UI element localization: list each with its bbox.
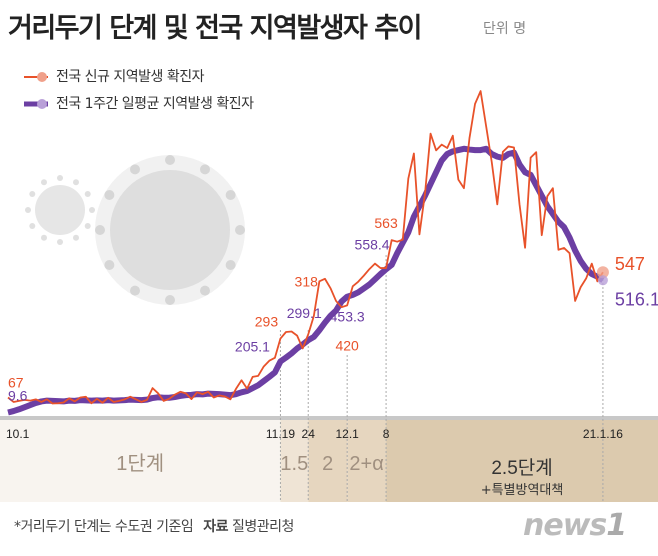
- x-tick-label: 11.19: [266, 427, 295, 441]
- data-label: 205.1: [235, 338, 270, 354]
- stage-band: [347, 420, 387, 502]
- legend-item-avg: 전국 1주간 일평균 지역발생 확진자: [22, 93, 254, 113]
- source: 질병관리청: [232, 519, 294, 535]
- x-tick-label: 21.1.16: [583, 427, 623, 441]
- news1-logo: news1: [523, 508, 627, 543]
- virus-spike: [41, 179, 47, 186]
- stage-label: 1단계: [116, 452, 164, 475]
- virus-spike: [104, 190, 115, 200]
- data-label: 9.6: [8, 387, 28, 403]
- footnote-text: *거리두기 단계는 수도권 기준임: [14, 519, 194, 535]
- legend-label-daily: 전국 신규 지역발생 확진자: [55, 69, 205, 85]
- end-marker-avg: [597, 275, 608, 286]
- data-label: 558.4: [355, 236, 390, 252]
- virus-spike: [165, 155, 175, 165]
- daily-line: [7, 90, 604, 405]
- data-label: 516.1: [615, 289, 658, 309]
- data-label: 547: [615, 254, 645, 274]
- x-axis: [0, 416, 658, 420]
- footnote: *거리두기 단계는 수도권 기준임 자료 질병관리청: [14, 516, 294, 536]
- end-marker-daily: [596, 266, 609, 279]
- unit-label: 단위 명: [483, 21, 527, 37]
- stage-label: 1.5: [280, 453, 308, 475]
- data-label: 420: [335, 337, 359, 353]
- virus-spike: [29, 223, 36, 229]
- x-tick-label: 10.1: [6, 427, 30, 441]
- virus-spike: [73, 179, 79, 186]
- stage-label: 2+α: [349, 453, 383, 475]
- source-label: 자료: [203, 519, 229, 535]
- virus-spike: [235, 225, 245, 235]
- legend-label-avg: 전국 1주간 일평균 지역발생 확진자: [55, 96, 254, 112]
- stage-band: [0, 420, 281, 502]
- stage-label: 2: [322, 453, 333, 475]
- legend-swatch-daily: [24, 72, 48, 82]
- virus-spike: [25, 207, 31, 213]
- virus-spike: [41, 234, 47, 241]
- virus-spike: [84, 191, 91, 197]
- x-tick-label: 12.1: [335, 427, 359, 441]
- virus-icon: [35, 185, 85, 235]
- legend-swatch-avg: [24, 99, 48, 109]
- virus-spike: [130, 164, 140, 175]
- page-title: 거리두기 단계 및 전국 지역발생자 추이: [8, 13, 422, 44]
- stage-band: [308, 420, 348, 502]
- virus-spike: [225, 190, 236, 200]
- virus-spike: [84, 223, 91, 229]
- virus-icon: [110, 170, 230, 290]
- virus-spike: [165, 295, 175, 305]
- data-label: 563: [374, 215, 398, 231]
- stage-sublabel: +특별방역대책: [481, 483, 564, 498]
- stage-band: [280, 420, 309, 502]
- legend-item-daily: 전국 신규 지역발생 확진자: [22, 66, 204, 86]
- data-label: 299.1: [287, 305, 322, 321]
- x-tick-label: 8: [383, 427, 390, 441]
- x-tick-label: 24: [302, 427, 316, 441]
- stage-band: [386, 420, 658, 502]
- data-label: 67: [8, 375, 24, 391]
- data-label: 453.3: [330, 309, 365, 325]
- data-label: 293: [255, 314, 279, 330]
- virus-spike: [89, 207, 95, 213]
- stage-label: 2.5단계: [491, 457, 552, 479]
- virus-spike: [29, 191, 36, 197]
- virus-spike: [130, 285, 140, 296]
- virus-spike: [73, 234, 79, 241]
- virus-spike: [57, 175, 63, 181]
- virus-spike: [200, 164, 210, 175]
- virus-spike: [57, 239, 63, 245]
- virus-spike: [95, 225, 105, 235]
- virus-spike: [225, 260, 236, 270]
- data-label: 318: [295, 273, 319, 289]
- virus-spike: [104, 260, 115, 270]
- virus-spike: [200, 285, 210, 296]
